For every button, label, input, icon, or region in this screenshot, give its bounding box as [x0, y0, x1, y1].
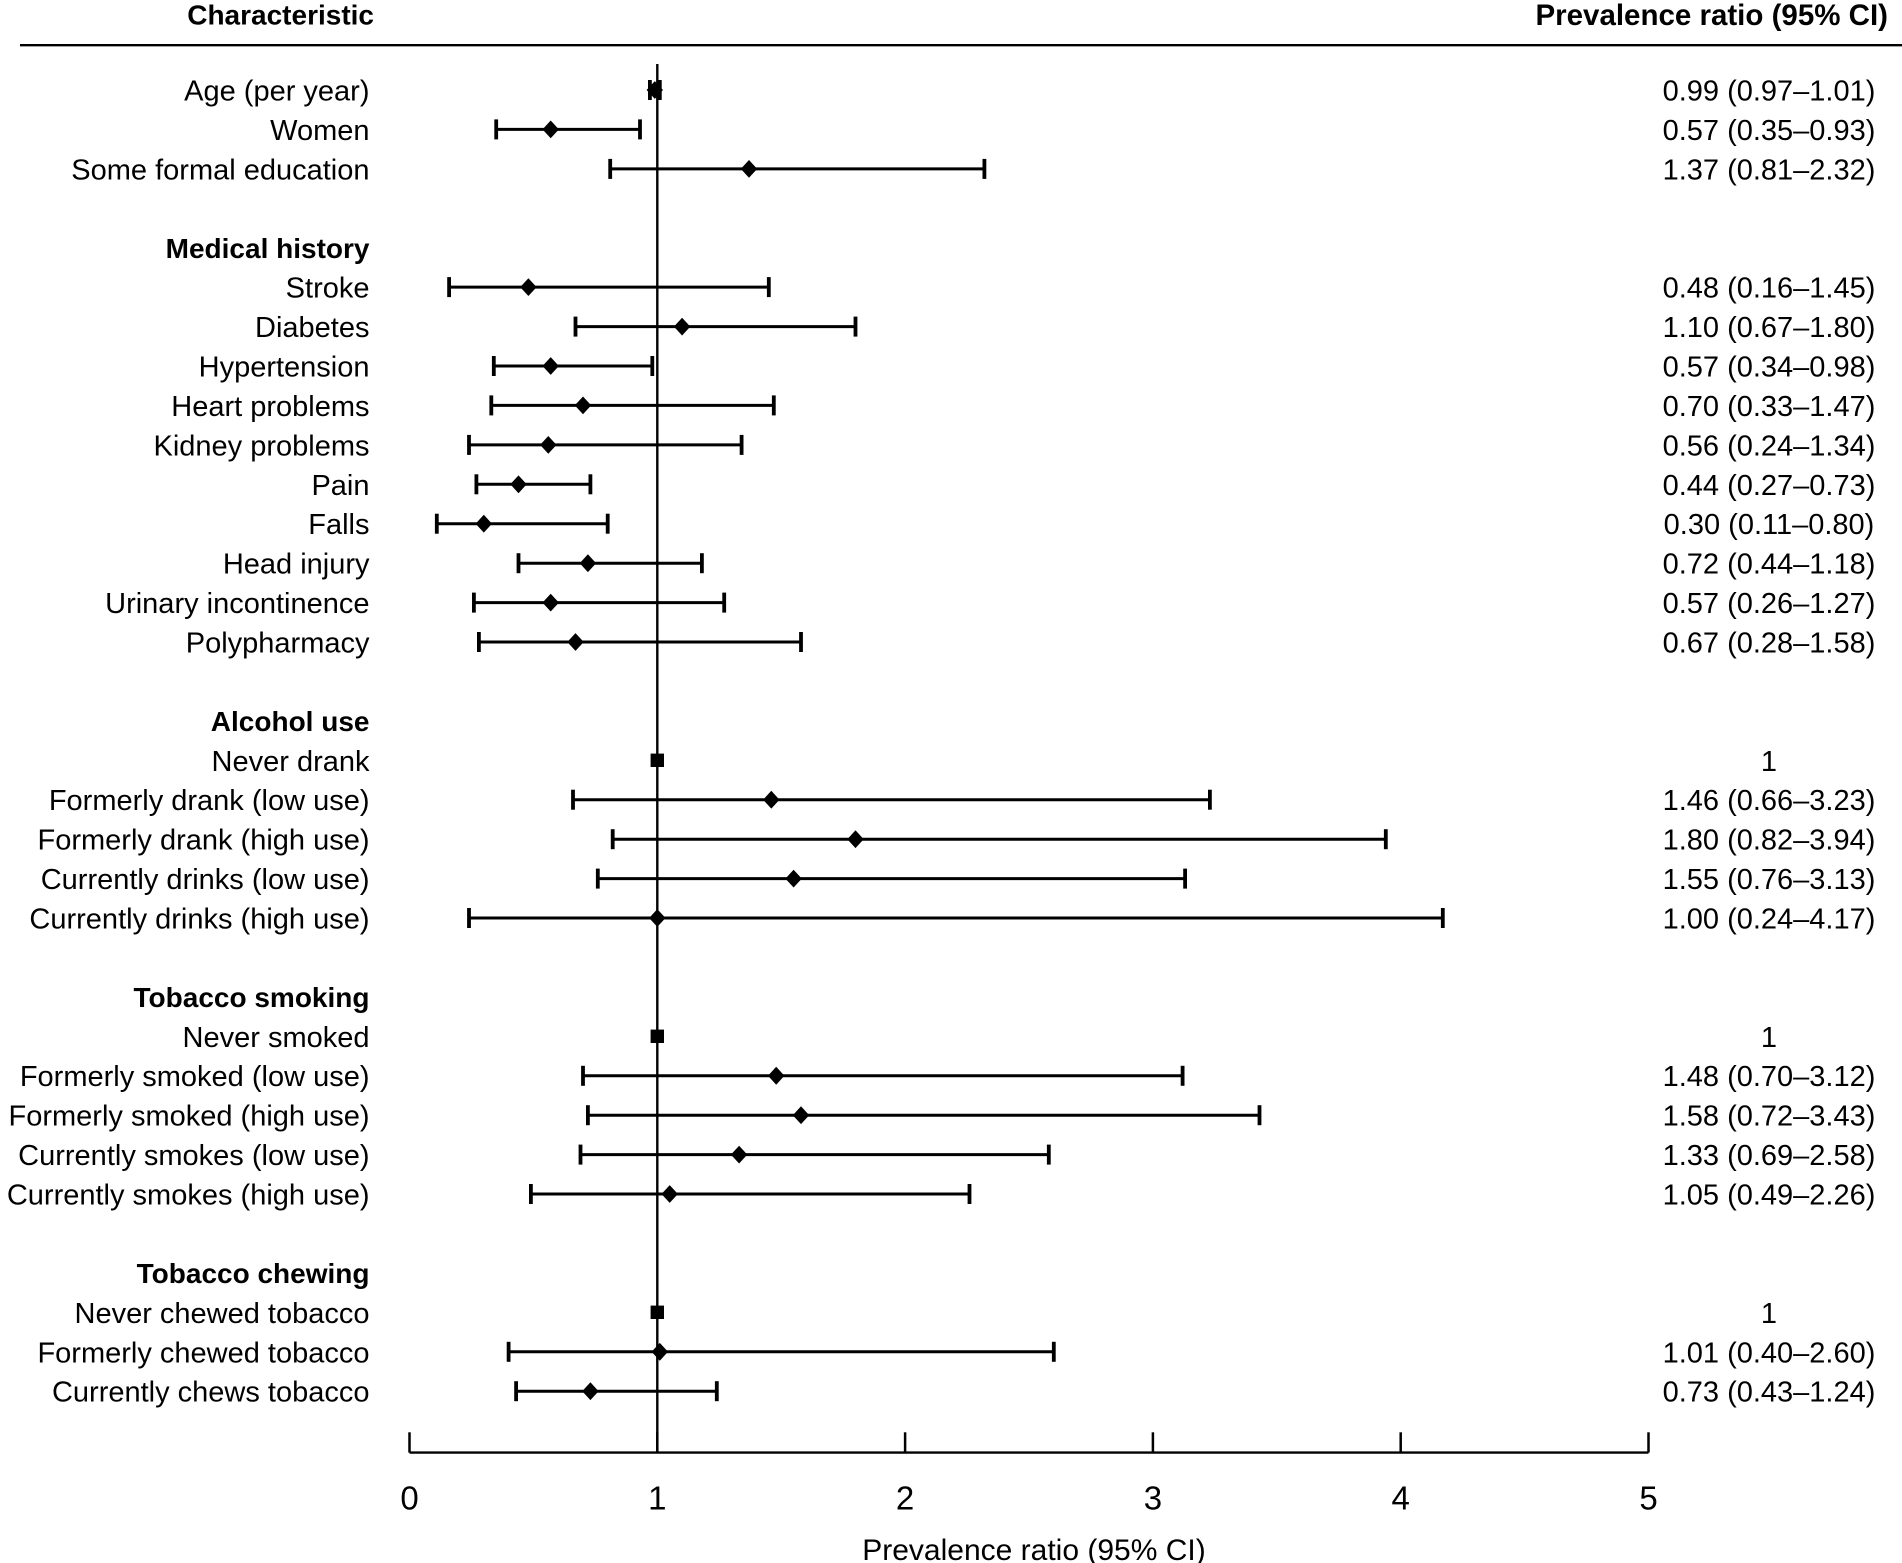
svg-text:Characteristic: Characteristic [187, 0, 374, 30]
svg-text:Currently smokes (low use): Currently smokes (low use) [18, 1140, 369, 1172]
svg-text:0.57 (0.26–1.27): 0.57 (0.26–1.27) [1663, 588, 1876, 620]
svg-text:Formerly drank (low use): Formerly drank (low use) [49, 785, 370, 817]
svg-text:1.10 (0.67–1.80): 1.10 (0.67–1.80) [1663, 312, 1876, 344]
svg-text:Formerly smoked (high use): Formerly smoked (high use) [9, 1101, 370, 1133]
svg-text:Formerly chewed tobacco: Formerly chewed tobacco [37, 1337, 369, 1369]
svg-text:Formerly smoked (low use): Formerly smoked (low use) [20, 1061, 370, 1093]
svg-text:Head injury: Head injury [223, 549, 370, 581]
svg-text:1.33 (0.69–2.58): 1.33 (0.69–2.58) [1663, 1140, 1876, 1172]
svg-text:0.44 (0.27–0.73): 0.44 (0.27–0.73) [1663, 470, 1876, 502]
svg-text:0.72 (0.44–1.18): 0.72 (0.44–1.18) [1663, 549, 1876, 581]
svg-text:Prevalence ratio (95% CI): Prevalence ratio (95% CI) [1535, 0, 1888, 32]
svg-text:4: 4 [1392, 1479, 1410, 1516]
svg-text:Alcohol use: Alcohol use [211, 706, 370, 737]
svg-text:0: 0 [400, 1479, 418, 1516]
svg-text:1.80 (0.82–3.94): 1.80 (0.82–3.94) [1663, 825, 1876, 857]
svg-text:1.37 (0.81–2.32): 1.37 (0.81–2.32) [1663, 154, 1876, 186]
svg-text:5: 5 [1639, 1479, 1657, 1516]
svg-text:Heart problems: Heart problems [171, 391, 369, 423]
svg-text:Never chewed tobacco: Never chewed tobacco [75, 1298, 370, 1330]
svg-text:0.56 (0.24–1.34): 0.56 (0.24–1.34) [1663, 430, 1876, 462]
svg-text:Currently smokes (high use): Currently smokes (high use) [7, 1180, 370, 1212]
svg-text:Urinary incontinence: Urinary incontinence [105, 588, 369, 620]
svg-text:1.55 (0.76–3.13): 1.55 (0.76–3.13) [1663, 864, 1876, 896]
svg-text:Women: Women [270, 115, 369, 147]
svg-text:0.70 (0.33–1.47): 0.70 (0.33–1.47) [1663, 391, 1876, 423]
svg-text:Currently chews tobacco: Currently chews tobacco [52, 1377, 370, 1409]
svg-text:1.46 (0.66–3.23): 1.46 (0.66–3.23) [1663, 785, 1876, 817]
svg-text:Currently drinks (low use): Currently drinks (low use) [41, 864, 370, 896]
svg-text:Never drank: Never drank [212, 746, 370, 778]
svg-text:1.48 (0.70–3.12): 1.48 (0.70–3.12) [1663, 1061, 1876, 1093]
svg-text:1: 1 [648, 1479, 666, 1516]
svg-text:0.73 (0.43–1.24): 0.73 (0.43–1.24) [1663, 1377, 1876, 1409]
svg-text:0.30 (0.11–0.80): 0.30 (0.11–0.80) [1664, 509, 1875, 541]
svg-text:Falls: Falls [308, 509, 369, 541]
svg-text:0.57 (0.34–0.98): 0.57 (0.34–0.98) [1663, 352, 1876, 384]
svg-text:Some formal education: Some formal education [71, 154, 369, 186]
svg-text:2: 2 [896, 1479, 914, 1516]
svg-text:Tobacco chewing: Tobacco chewing [137, 1258, 370, 1289]
svg-text:Medical history: Medical history [166, 233, 370, 264]
svg-text:1.01 (0.40–2.60): 1.01 (0.40–2.60) [1663, 1337, 1876, 1369]
svg-text:1: 1 [1761, 746, 1777, 778]
svg-text:1.05 (0.49–2.26): 1.05 (0.49–2.26) [1663, 1180, 1876, 1212]
svg-text:Never smoked: Never smoked [183, 1022, 370, 1054]
svg-text:Diabetes: Diabetes [255, 312, 369, 344]
svg-text:0.48 (0.16–1.45): 0.48 (0.16–1.45) [1663, 273, 1876, 305]
svg-text:0.99 (0.97–1.01): 0.99 (0.97–1.01) [1663, 76, 1876, 108]
svg-text:Age (per year): Age (per year) [184, 76, 369, 108]
svg-text:1: 1 [1761, 1022, 1777, 1054]
svg-text:0.67 (0.28–1.58): 0.67 (0.28–1.58) [1663, 628, 1876, 660]
svg-text:0.57 (0.35–0.93): 0.57 (0.35–0.93) [1663, 115, 1876, 147]
svg-text:3: 3 [1144, 1479, 1162, 1516]
svg-text:1: 1 [1761, 1298, 1777, 1330]
svg-text:Stroke: Stroke [286, 273, 370, 305]
svg-text:1.00 (0.24–4.17): 1.00 (0.24–4.17) [1663, 904, 1876, 936]
svg-text:Hypertension: Hypertension [199, 352, 370, 384]
svg-text:Polypharmacy: Polypharmacy [186, 628, 370, 660]
svg-text:Currently drinks (high use): Currently drinks (high use) [29, 904, 369, 936]
svg-text:Tobacco smoking: Tobacco smoking [134, 982, 370, 1013]
svg-text:1.58 (0.72–3.43): 1.58 (0.72–3.43) [1663, 1101, 1876, 1133]
svg-text:Kidney problems: Kidney problems [154, 430, 370, 462]
svg-text:Formerly drank (high use): Formerly drank (high use) [38, 825, 370, 857]
svg-text:Prevalence ratio (95% CI): Prevalence ratio (95% CI) [862, 1534, 1205, 1563]
svg-text:Pain: Pain [311, 470, 369, 502]
